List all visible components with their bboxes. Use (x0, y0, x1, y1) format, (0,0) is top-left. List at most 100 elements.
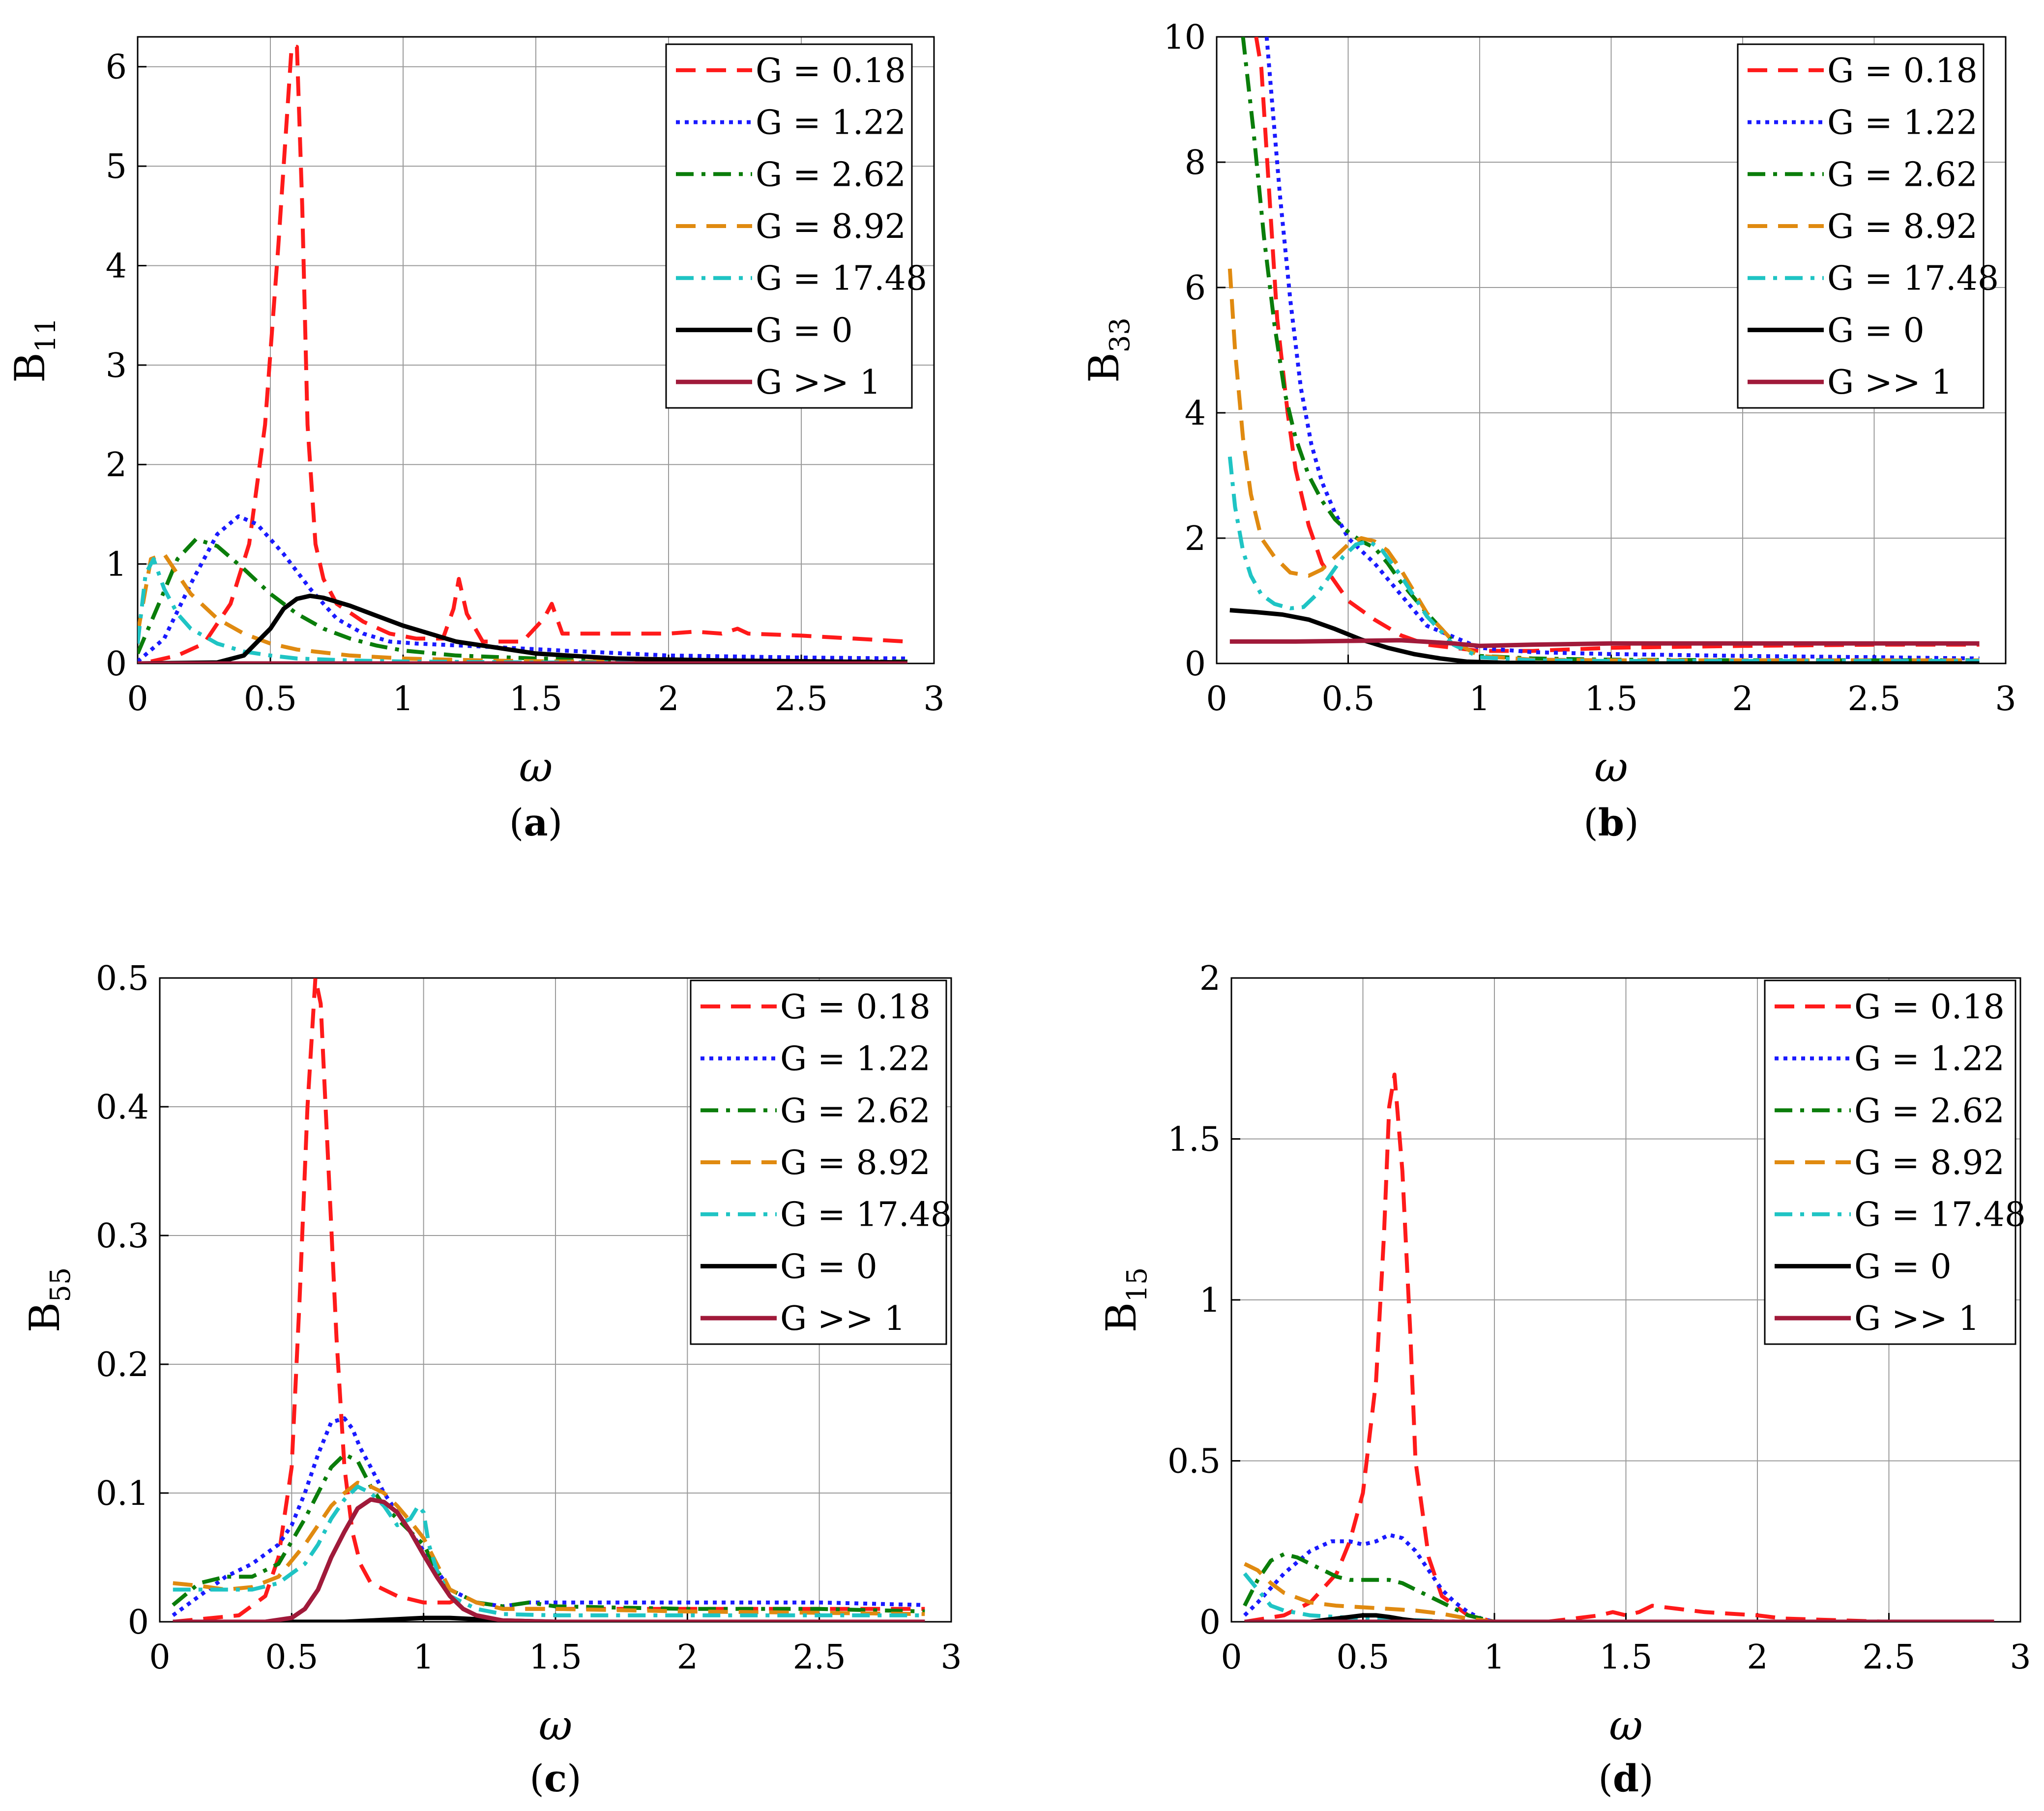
series-line-3 (173, 1481, 925, 1616)
x-tick-label: 3 (940, 1638, 962, 1677)
legend-label: G = 0.18 (1827, 52, 1978, 90)
x-tick-label: 0.5 (1321, 680, 1374, 719)
chart-panel-a: 0 0.5 1 1.5 2 2.5 3 0 1 2 3 4 5 6 ω B11 G = 0.18 G = 1.22… (6, 36, 945, 844)
y-tick-label: 0.2 (96, 1346, 149, 1384)
y-tick-label: 6 (106, 48, 127, 87)
legend-label: G = 0 (1827, 311, 1925, 350)
x-tick-label: 1 (1484, 1638, 1505, 1677)
chart-panel-c: 0 0.5 1 1.5 2 2.5 3 0 0.1 0.2 0.3 0.4 0.5 ω B55 G = 0.1… (21, 959, 962, 1800)
legend-label: G = 2.62 (1854, 1092, 2005, 1130)
panel-caption: (c) (529, 1756, 582, 1800)
legend-label: G = 8.92 (756, 207, 906, 246)
legend-label: G = 1.22 (1854, 1040, 2005, 1079)
x-tick-label: 3 (2010, 1638, 2031, 1677)
series-line-4 (1227, 456, 1980, 663)
y-axis-label: B11 (6, 317, 62, 383)
legend-label: G = 0 (780, 1247, 877, 1286)
legend-label: G = 17.48 (756, 259, 927, 298)
legend-label: G = 8.92 (1827, 207, 1978, 246)
x-axis-label: ω (1609, 1701, 1643, 1750)
y-tick-label: 2 (1185, 519, 1206, 558)
y-tick-label: 0.5 (1168, 1442, 1221, 1481)
y-tick-label: 0 (128, 1603, 149, 1642)
x-tick-label: 1 (413, 1638, 434, 1677)
legend-label: G = 2.62 (780, 1092, 931, 1130)
series-line-1 (138, 514, 908, 663)
y-tick-label: 6 (1185, 269, 1206, 308)
chart-panel-b: 0 0.5 1 1.5 2 2.5 3 0 2 4 6 8 10 ω B33 G = 0.18 G = 1.22… (1080, 18, 2016, 844)
x-tick-label: 0 (149, 1638, 170, 1677)
legend-label: G = 17.48 (780, 1196, 952, 1235)
panel-caption: (b) (1583, 801, 1638, 844)
series-line-5 (173, 1615, 925, 1622)
x-tick-label: 2 (658, 680, 679, 719)
series-line-5 (1229, 608, 1980, 663)
y-axis-label: B33 (1080, 317, 1136, 383)
x-tick-label: 1 (1469, 680, 1490, 719)
series-line-6 (173, 1497, 925, 1622)
chart-panel-d: 0 0.5 1 1.5 2 2.5 3 0 0.5 1 1.5 2 ω B15 G = 0.18 G = 1.… (1097, 959, 2031, 1800)
y-tick-label: 0 (1199, 1603, 1221, 1642)
x-tick-label: 0 (1206, 680, 1227, 719)
legend: G = 0.18 G = 1.22 G = 2.62 G = 8.92 G = 17.4… (690, 979, 952, 1345)
x-tick-label: 2.5 (793, 1638, 846, 1677)
x-tick-label: 1.5 (509, 680, 562, 719)
legend-label: G = 1.22 (780, 1040, 931, 1079)
series-line-6 (1229, 638, 1980, 648)
legend-label: G >> 1 (756, 363, 881, 402)
legend: G = 0.18 G = 1.22 G = 2.62 G = 8.92 G = 17.4… (1764, 979, 2026, 1345)
series-group (1243, 1072, 1994, 1622)
legend-label: G = 17.48 (1827, 259, 1999, 298)
x-tick-label: 1.5 (1584, 680, 1637, 719)
legend-label: G = 2.62 (1827, 155, 1978, 194)
x-tick-label: 1.5 (529, 1638, 582, 1677)
series-line-2 (1243, 1552, 1994, 1622)
legend-label: G = 1.22 (1827, 104, 1978, 143)
y-tick-label: 1.5 (1168, 1121, 1221, 1159)
y-axis-label: B55 (21, 1267, 77, 1333)
series-line-4 (1243, 1572, 1994, 1622)
x-axis-label: ω (1594, 743, 1628, 791)
x-tick-label: 0.5 (265, 1638, 318, 1677)
x-tick-label: 0 (127, 680, 148, 719)
series-line-0 (1244, 1072, 1994, 1622)
x-axis-label: ω (519, 743, 553, 791)
x-tick-label: 3 (1995, 680, 2016, 719)
series-line-0 (1254, 37, 1980, 653)
series-group (172, 978, 925, 1622)
legend-label: G = 8.92 (1854, 1144, 2005, 1182)
y-tick-label: 10 (1163, 18, 1206, 57)
y-tick-label: 4 (106, 247, 127, 286)
legend-label: G = 8.92 (780, 1144, 931, 1182)
y-tick-label: 5 (106, 147, 127, 186)
panel-caption: (d) (1598, 1756, 1653, 1800)
y-tick-label: 0 (1185, 645, 1206, 684)
legend-label: G = 0 (756, 311, 853, 350)
x-axis-label: ω (539, 1701, 573, 1750)
y-tick-label: 3 (106, 346, 127, 385)
x-tick-label: 2 (1732, 680, 1753, 719)
series-group (138, 45, 908, 663)
y-tick-label: 4 (1185, 394, 1206, 433)
x-tick-label: 2.5 (1862, 1638, 1915, 1677)
y-axis-label: B15 (1097, 1267, 1153, 1333)
series-line-4 (173, 1484, 925, 1617)
x-tick-label: 0.5 (1336, 1638, 1389, 1677)
y-tick-label: 2 (1199, 959, 1221, 998)
y-tick-label: 0.1 (96, 1474, 149, 1513)
legend-label: G = 17.48 (1854, 1196, 2026, 1235)
legend: G = 0.18 G = 1.22 G = 2.62 G = 8.92 G = 17.4… (665, 43, 927, 409)
legend-label: G >> 1 (1854, 1299, 1980, 1338)
x-tick-label: 2.5 (1847, 680, 1900, 719)
x-tick-label: 1.5 (1599, 1638, 1652, 1677)
legend-label: G = 0.18 (756, 52, 906, 90)
series-line-5 (1244, 1613, 1994, 1622)
panel-caption: (a) (509, 801, 563, 844)
y-tick-label: 0.3 (96, 1217, 149, 1256)
series-line-2 (172, 1452, 925, 1613)
x-tick-label: 0 (1221, 1638, 1242, 1677)
legend-label: G = 0.18 (1854, 988, 2005, 1027)
x-tick-label: 0.5 (244, 680, 297, 719)
y-tick-label: 2 (106, 446, 127, 485)
